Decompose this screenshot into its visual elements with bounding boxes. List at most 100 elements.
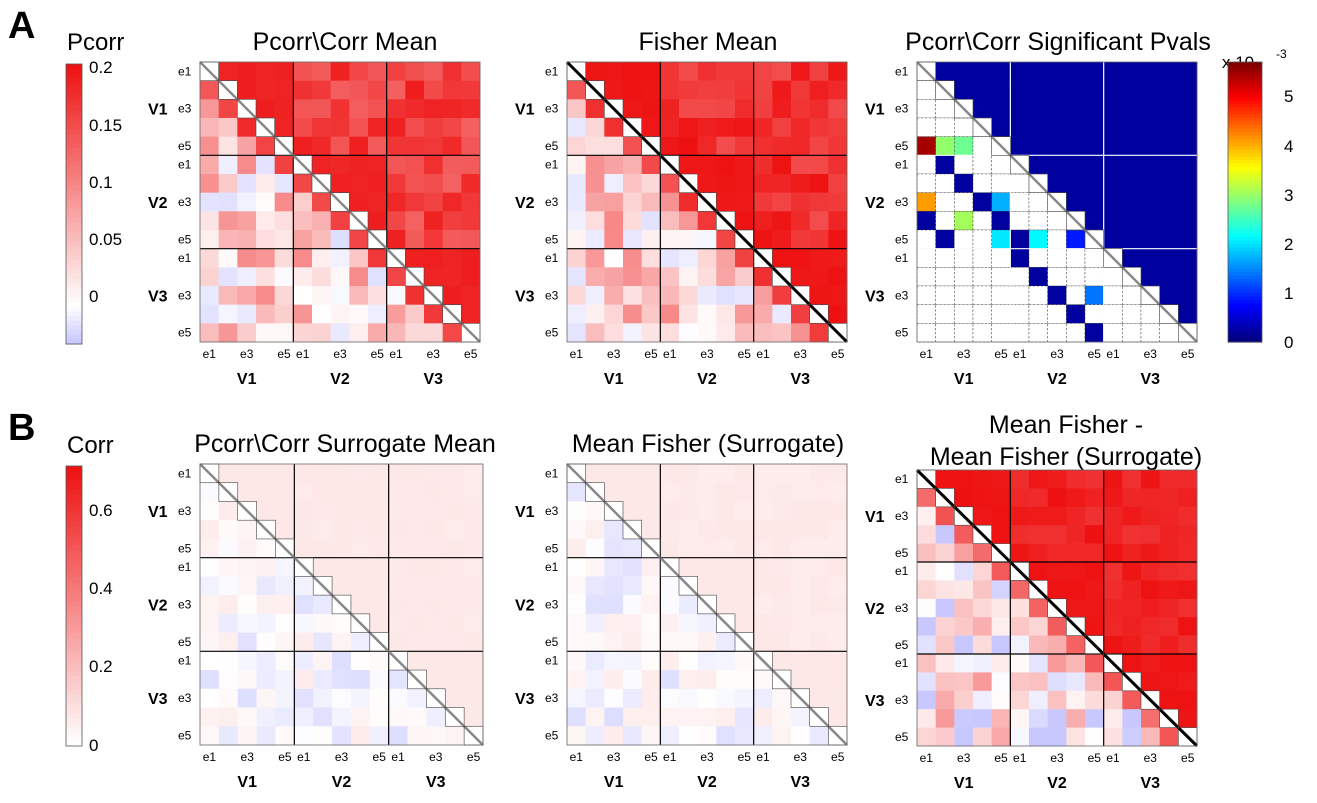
heatmap-cell: [641, 520, 661, 540]
heatmap-cell: [349, 230, 369, 249]
heatmap-cell: [349, 192, 369, 212]
heatmap-cell: [1159, 286, 1179, 305]
colorbar-segment: [1228, 86, 1262, 91]
heatmap-cell: [1141, 580, 1160, 600]
heatmap-cell: [660, 651, 680, 671]
heatmap-cell: [604, 464, 624, 484]
heatmap-cell: [716, 538, 736, 558]
heatmap-cell: [1159, 248, 1179, 268]
x-group-label: V1: [237, 371, 257, 388]
heatmap-cell: [368, 174, 387, 193]
colorbar-pcorr: Pcorr 0.2 0.15 0.1 0.05 0: [65, 29, 124, 345]
heatmap-cell: [1047, 174, 1067, 193]
colorbar-segment: [1228, 100, 1262, 105]
heatmap-cell: [293, 248, 313, 268]
heatmap-cell: [426, 707, 446, 727]
heatmap-cell: [388, 576, 408, 596]
diagonal-cell-outline: [753, 248, 773, 268]
heatmap-cell: [604, 304, 624, 324]
colorbar-segment: [66, 671, 82, 677]
heatmap-cell: [1159, 118, 1179, 137]
heatmap-cell: [623, 174, 642, 193]
heatmap-cell: [1178, 690, 1198, 710]
heatmap-cell: [567, 267, 586, 287]
heatmap-cell: [1029, 230, 1048, 249]
heatmap-cell: [1103, 174, 1123, 193]
colorbar-segment: [66, 330, 82, 336]
colorbar-pvals-tick: 0: [1284, 333, 1293, 352]
x-group-label: V2: [332, 774, 352, 791]
heatmap-cell: [1066, 562, 1086, 581]
heatmap-cell: [1029, 709, 1048, 728]
heatmap-cell: [935, 690, 955, 710]
heatmap-cell: [735, 136, 754, 156]
heatmap-cell: [218, 576, 239, 596]
heatmap-cell: [753, 707, 773, 727]
heatmap-cell: [973, 488, 992, 508]
heatmap-cell: [991, 118, 1011, 137]
heatmap-cell: [1066, 174, 1086, 193]
heatmap-cell: [623, 595, 642, 615]
colorbar-segment: [66, 180, 82, 186]
colorbar-segment: [1228, 118, 1262, 123]
heatmap-cell: [917, 580, 936, 600]
heatmap-cell: [935, 598, 955, 618]
heatmap-cell: [407, 595, 427, 615]
heatmap-cell: [445, 613, 465, 633]
heatmap-cell: [623, 632, 642, 652]
colorbar-segment: [66, 573, 82, 579]
heatmap-cell: [1047, 672, 1067, 692]
heatmap-cell: [954, 174, 974, 193]
heatmap-cell: [313, 595, 333, 615]
heatmap-cell: [954, 580, 974, 600]
heatmap-cell: [332, 538, 352, 558]
heatmap-cell: [697, 211, 717, 231]
heatmap-cell: [1066, 304, 1086, 324]
heatmap-cell: [954, 267, 974, 287]
heatmap-cell: [1029, 62, 1048, 81]
y-tick-label: e1: [178, 466, 192, 480]
colorbar-segment: [1228, 163, 1262, 168]
heatmap-cell: [772, 211, 792, 231]
heatmap-cell: [641, 62, 661, 81]
y-tick-label: e3: [178, 691, 192, 705]
heatmap-cell: [679, 707, 698, 727]
heatmap-cell: [274, 248, 294, 268]
heatmap-cell: [442, 248, 462, 268]
heatmap-cell: [679, 538, 698, 558]
colorbar-segment: [66, 508, 82, 514]
heatmap-cell: [567, 557, 586, 577]
x-tick-label: e3: [607, 750, 621, 764]
heatmap-cell: [623, 557, 642, 577]
heatmap-cell: [442, 267, 462, 287]
heatmap-cell: [641, 632, 661, 652]
heatmap-cell: [237, 192, 257, 212]
heatmap-cell: [200, 613, 220, 633]
heatmap-cell: [716, 80, 736, 100]
colorbar-segment: [1228, 275, 1262, 280]
heatmap-cell: [1085, 174, 1104, 193]
x-tick-label: e3: [427, 347, 441, 361]
heatmap-cell: [917, 155, 936, 175]
x-tick-label: e3: [241, 750, 255, 764]
heatmap-cell: [828, 557, 848, 577]
heatmap-cell: [1047, 267, 1067, 287]
heatmap-cell: [772, 62, 792, 81]
heatmap-cell: [604, 613, 624, 633]
heatmap-cell: [604, 595, 624, 615]
heatmap-cell: [237, 118, 257, 137]
heatmap-cell: [218, 62, 238, 81]
heatmap-cell: [1103, 136, 1123, 156]
heatmap-cell: [1122, 580, 1142, 600]
heatmap-cell: [697, 155, 717, 175]
colorbar-segment: [66, 606, 82, 612]
heatmap-cell: [405, 192, 425, 212]
heatmap-cell: [1010, 525, 1030, 544]
heatmap-cell: [623, 267, 642, 287]
heatmap-cell: [386, 155, 406, 175]
heatmap-cell: [1178, 672, 1198, 692]
colorbar-segment: [1228, 198, 1262, 203]
x-tick-label: e1: [756, 750, 770, 764]
heatmap-cell: [1047, 709, 1067, 728]
heatmap-cell: [275, 613, 295, 633]
